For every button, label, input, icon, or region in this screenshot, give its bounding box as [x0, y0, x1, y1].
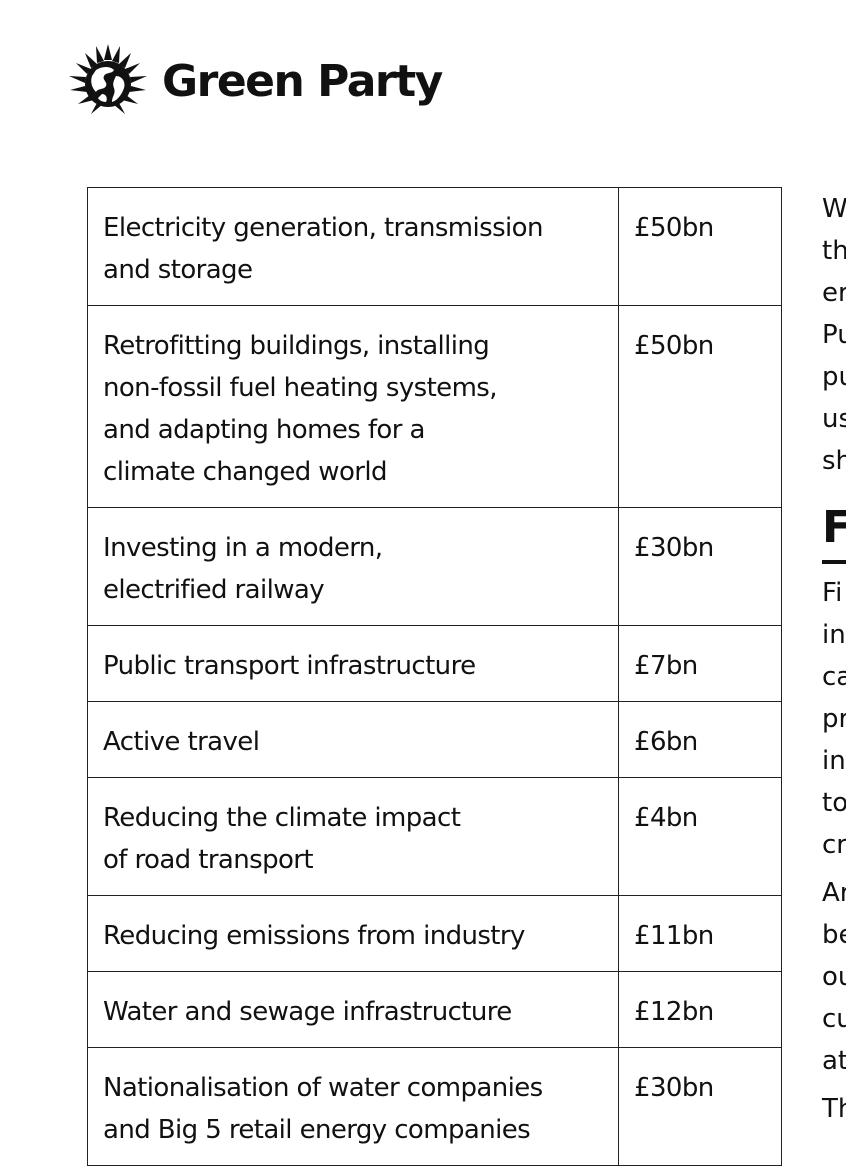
cost-amount-cell: £50bn: [618, 305, 782, 508]
side-text-line: in: [822, 746, 846, 776]
side-text-line: at: [822, 1046, 846, 1076]
side-text-line: Th: [822, 1094, 846, 1124]
side-paragraph-2: Fi in ca pr in to cr: [822, 572, 846, 866]
table-row: Investing in a modern, electrified railwa…: [87, 507, 782, 626]
table-row: Retrofitting buildings, installing non-fo…: [87, 305, 782, 508]
side-heading: F: [822, 502, 846, 564]
cost-amount-cell: £11bn: [618, 895, 782, 972]
side-text-line: in: [822, 620, 846, 650]
table-row: Electricity generation, transmission and …: [87, 187, 782, 306]
side-text-line: Fi: [822, 578, 843, 608]
cost-amount-cell: £30bn: [618, 507, 782, 626]
cost-item-cell: Active travel: [87, 701, 619, 778]
side-text-line: cu: [822, 1004, 846, 1034]
side-text-line: pu: [822, 362, 846, 392]
cost-item-line: Reducing the climate impact: [103, 803, 461, 833]
side-text-line: cr: [822, 830, 846, 860]
cost-item-line: and Big 5 retail energy companies: [103, 1115, 531, 1145]
cost-item-line: and storage: [103, 255, 253, 285]
cost-amount-cell: £7bn: [618, 625, 782, 702]
cost-item-cell: Nationalisation of water companies and Bi…: [87, 1047, 619, 1166]
side-paragraph-3: Ar be ou cu at: [822, 872, 846, 1082]
side-text-line: ca: [822, 662, 846, 692]
cost-amount-cell: £12bn: [618, 971, 782, 1048]
cost-item-cell: Reducing emissions from industry: [87, 895, 619, 972]
costs-table: Electricity generation, transmission and …: [87, 187, 782, 1166]
cost-item-line: of road transport: [103, 845, 314, 875]
cost-item-line: Water and sewage infrastructure: [103, 997, 512, 1027]
cost-item-line: Active travel: [103, 727, 260, 757]
side-text-line: sh: [822, 446, 846, 476]
side-paragraph-1: Wth er Pu pu us sh: [822, 188, 846, 482]
table-row: Reducing the climate impact of road trans…: [87, 777, 782, 896]
cost-item-cell: Reducing the climate impact of road trans…: [87, 777, 619, 896]
cost-item-line: Reducing emissions from industry: [103, 921, 525, 951]
side-text-line: to: [822, 788, 846, 818]
side-paragraph-4: Th: [822, 1088, 846, 1130]
side-text-line: Pu: [822, 320, 846, 350]
cost-item-cell: Retrofitting buildings, installing non-fo…: [87, 305, 619, 508]
cost-item-cell: Electricity generation, transmission and …: [87, 187, 619, 306]
table-row: Nationalisation of water companies and Bi…: [87, 1047, 782, 1166]
cost-item-line: Electricity generation, transmission: [103, 213, 543, 243]
cost-amount-cell: £30bn: [618, 1047, 782, 1166]
side-text-line: th: [822, 236, 846, 266]
table-row: Water and sewage infrastructure £12bn: [87, 971, 782, 1048]
cost-amount-cell: £6bn: [618, 701, 782, 778]
side-text-line: W: [822, 194, 846, 224]
cost-item-line: Public transport infrastructure: [103, 651, 476, 681]
cost-item-cell: Investing in a modern, electrified railwa…: [87, 507, 619, 626]
cost-item-line: non-fossil fuel heating systems,: [103, 373, 498, 403]
table-row: Reducing emissions from industry £11bn: [87, 895, 782, 972]
brand-logo[interactable]: Green Party: [66, 42, 443, 118]
cost-item-line: and adapting homes for a: [103, 415, 425, 445]
side-text-line: ou: [822, 962, 846, 992]
cost-amount-cell: £4bn: [618, 777, 782, 896]
side-text-line: us: [822, 404, 846, 434]
side-text-line: be: [822, 920, 846, 950]
side-column-text: Wth er Pu pu us sh F Fi in ca pr in to cr Ar be ou cu a…: [822, 188, 846, 1130]
cost-item-line: Retrofitting buildings, installing: [103, 331, 490, 361]
side-text-line: er: [822, 278, 846, 308]
side-text-line: Ar: [822, 878, 846, 908]
table-row: Public transport infrastructure £7bn: [87, 625, 782, 702]
brand-name: Green Party: [162, 56, 443, 107]
table-row: Active travel £6bn: [87, 701, 782, 778]
cost-item-cell: Public transport infrastructure: [87, 625, 619, 702]
side-text-line: pr: [822, 704, 846, 734]
sun-globe-icon: [69, 44, 147, 114]
cost-item-line: electrified railway: [103, 575, 325, 605]
cost-item-line: Investing in a modern,: [103, 533, 383, 563]
cost-item-cell: Water and sewage infrastructure: [87, 971, 619, 1048]
cost-amount-cell: £50bn: [618, 187, 782, 306]
cost-item-line: Nationalisation of water companies: [103, 1073, 543, 1103]
cost-item-line: climate changed world: [103, 457, 388, 487]
